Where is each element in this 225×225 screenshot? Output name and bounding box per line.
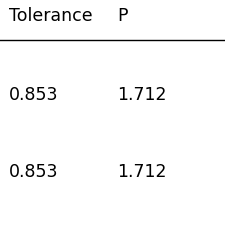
Text: P: P: [117, 7, 127, 25]
Text: 1.712: 1.712: [117, 162, 166, 180]
Text: Tolerance: Tolerance: [9, 7, 92, 25]
Text: 1.712: 1.712: [117, 86, 166, 104]
Text: 0.853: 0.853: [9, 162, 58, 180]
Text: 0.853: 0.853: [9, 86, 58, 104]
